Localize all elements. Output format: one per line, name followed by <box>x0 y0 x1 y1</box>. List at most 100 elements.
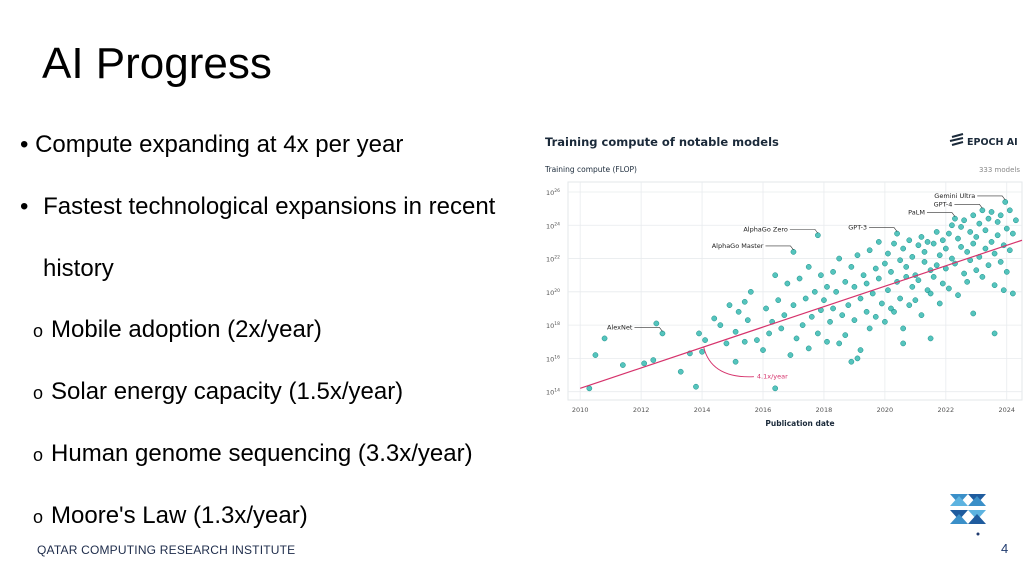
bullet-text: Mobile adoption (2x/year) <box>51 316 322 343</box>
data-point <box>872 265 879 272</box>
data-point <box>936 252 943 259</box>
data-point <box>970 310 977 317</box>
data-point <box>964 249 971 255</box>
data-point <box>891 240 897 247</box>
data-point <box>1003 225 1010 232</box>
data-point <box>827 318 833 325</box>
x-ticks: 2010 2012 2014 2016 2018 2020 2022 2024 <box>572 406 1015 414</box>
data-point <box>863 280 870 287</box>
data-point <box>921 259 928 265</box>
data-point <box>1006 207 1013 214</box>
data-point <box>784 280 791 287</box>
data-point <box>760 347 766 353</box>
data-point <box>924 239 931 245</box>
chart-brand: EPOCH AI <box>967 137 1018 148</box>
data-point <box>979 207 986 214</box>
trend-callout <box>703 346 754 378</box>
data-point <box>775 297 782 304</box>
data-point <box>763 305 769 312</box>
data-point <box>882 260 888 267</box>
y-tick-exp: 22 <box>554 255 560 261</box>
data-point <box>772 272 779 279</box>
data-point <box>842 278 849 285</box>
data-point <box>790 249 797 255</box>
chart-title: Training compute of notable models <box>545 135 779 149</box>
data-point <box>641 360 648 367</box>
sub-bullet-item: o Solar energy capacity (1.5x/year) <box>33 378 403 407</box>
epoch-logo: EPOCH AI <box>949 133 1018 148</box>
data-point <box>872 313 879 320</box>
data-point <box>754 337 760 343</box>
plot-area <box>567 181 1023 401</box>
x-tick-label: 2020 <box>877 406 894 414</box>
data-point <box>866 325 873 332</box>
x-tick-label: 2022 <box>938 406 955 414</box>
data-point <box>958 224 964 230</box>
data-point <box>802 295 809 302</box>
data-point <box>854 252 861 259</box>
bullet-marker: • <box>20 193 29 220</box>
data-point <box>909 283 916 290</box>
data-point <box>930 274 937 280</box>
data-point <box>979 274 986 280</box>
bullet-text: history <box>43 255 114 282</box>
data-point <box>994 232 1001 239</box>
bullet-text: Fastest technological expansions in rece… <box>43 193 496 220</box>
y-tick-label: 1016 <box>546 354 560 363</box>
data-point <box>915 277 922 284</box>
data-point <box>866 247 873 254</box>
sub-bullet-marker: o <box>33 321 44 341</box>
data-point <box>955 235 961 242</box>
data-point <box>696 330 702 337</box>
y-tick-exp: 14 <box>554 388 560 394</box>
data-point <box>863 308 870 315</box>
data-point <box>973 234 980 240</box>
data-point <box>985 262 992 269</box>
data-point <box>878 300 885 307</box>
annotation-leader <box>977 195 1006 201</box>
data-point <box>970 240 977 247</box>
data-point <box>1010 290 1016 297</box>
data-point <box>1003 269 1010 275</box>
data-point <box>927 335 934 342</box>
data-point <box>933 229 940 235</box>
data-point <box>833 288 839 295</box>
trend-line <box>579 239 1023 389</box>
data-point <box>805 345 812 352</box>
logo-shape <box>950 496 968 506</box>
annotation-leader <box>765 245 794 251</box>
data-point <box>796 275 803 282</box>
data-point <box>894 230 900 237</box>
y-tick-exp: 16 <box>554 354 560 360</box>
data-point <box>851 317 858 323</box>
y-tick-label: 1022 <box>546 255 560 264</box>
data-point <box>985 215 992 222</box>
data-point <box>836 255 843 262</box>
data-point <box>845 302 852 308</box>
y-tick-exp: 18 <box>554 321 560 327</box>
sub-bullet-marker: o <box>33 445 44 465</box>
data-point <box>970 212 977 219</box>
data-point <box>939 237 946 244</box>
data-point <box>726 302 733 308</box>
data-point <box>958 244 964 250</box>
annotation-leader <box>869 227 898 232</box>
data-point <box>939 280 946 287</box>
annotation-label: AlphaGo Zero <box>743 225 788 233</box>
page-number: 4 <box>1001 541 1009 556</box>
data-point <box>1002 199 1009 205</box>
data-point <box>982 245 989 252</box>
logo-shape <box>968 514 986 524</box>
trend: 4.1x/year <box>579 239 1023 389</box>
data-point <box>732 328 739 335</box>
data-points <box>586 199 1019 392</box>
data-point <box>936 300 943 307</box>
data-point <box>927 290 934 297</box>
y-tick-label: 1024 <box>546 221 560 230</box>
data-point <box>976 220 983 227</box>
y-tick-label: 1020 <box>546 288 560 297</box>
x-tick-label: 2018 <box>816 406 833 414</box>
data-point <box>830 305 836 312</box>
sub-bullet-marker: o <box>33 507 44 527</box>
data-point <box>875 239 882 245</box>
